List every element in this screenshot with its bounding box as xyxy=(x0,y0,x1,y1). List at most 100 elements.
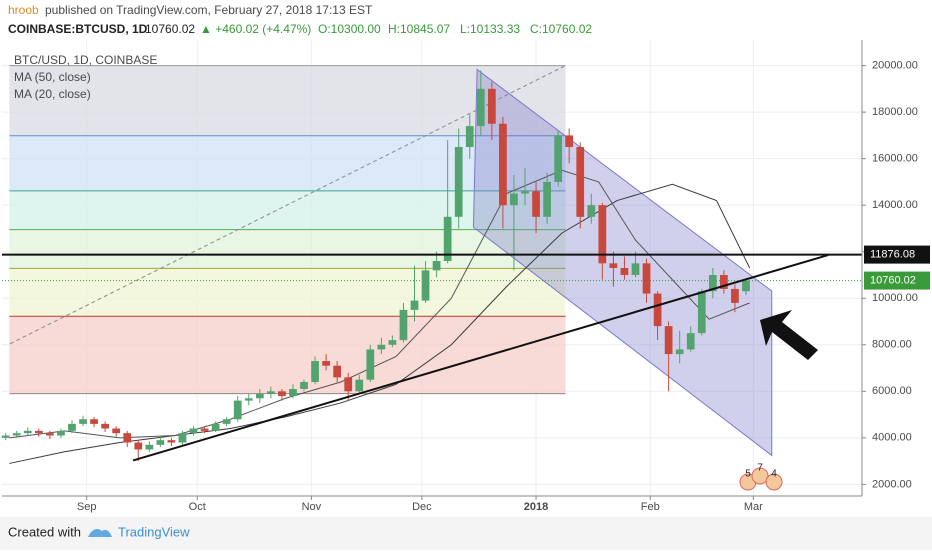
candle-body xyxy=(101,423,109,429)
candle-body xyxy=(410,300,419,310)
fib-zone xyxy=(9,65,566,136)
candle-body xyxy=(532,191,540,217)
candle-body xyxy=(134,442,143,450)
candle-body xyxy=(112,428,121,434)
candle-body xyxy=(731,288,739,303)
candle-body xyxy=(366,349,375,380)
low: L:10133.33 xyxy=(460,22,520,36)
logo xyxy=(88,529,112,537)
footer-brand[interactable]: TradingView xyxy=(118,524,190,539)
legend-title: BTC/USD, 1D, COINBASE xyxy=(14,53,157,67)
candle-body xyxy=(189,428,198,434)
candle-body xyxy=(476,88,485,127)
candle-body xyxy=(289,388,297,396)
candle-body xyxy=(675,349,684,355)
y-tick-label: 14000.00 xyxy=(872,199,918,211)
ma-line xyxy=(9,169,750,439)
candle-body xyxy=(388,340,397,345)
candle-body xyxy=(653,293,662,327)
x-tick-label: Dec xyxy=(412,501,432,513)
x-tick-label: Sep xyxy=(77,501,97,513)
author[interactable]: hroob xyxy=(8,3,39,17)
candle-body xyxy=(443,216,452,262)
fib-zone xyxy=(9,268,566,317)
candle-body xyxy=(576,147,585,217)
candle-body xyxy=(432,261,441,271)
candle-body xyxy=(598,205,607,264)
candle-body xyxy=(311,361,319,382)
candle-body xyxy=(521,191,529,194)
legend-entry: MA (50, close) xyxy=(14,70,91,84)
candle-body xyxy=(167,440,176,443)
candle-body xyxy=(664,326,673,355)
x-tick-label: Mar xyxy=(744,501,763,513)
y-tick-label: 4000.00 xyxy=(872,432,912,444)
event-badge-label: 7 xyxy=(757,463,763,474)
channel xyxy=(472,68,773,457)
candle-body xyxy=(178,433,187,443)
arrow xyxy=(760,310,818,360)
y-tick-label: 10000.00 xyxy=(872,292,918,304)
candle-body xyxy=(708,274,717,292)
candle-body xyxy=(642,263,651,294)
candle-body xyxy=(686,333,695,350)
open: O:10300.00 xyxy=(318,22,381,36)
candle-body xyxy=(499,123,507,206)
candle-body xyxy=(742,280,750,292)
candle-body xyxy=(344,377,353,392)
candle-body xyxy=(543,181,551,217)
fib-zone xyxy=(9,229,566,269)
candle-body xyxy=(57,430,65,436)
close: C:10760.02 xyxy=(530,22,592,36)
candle-body xyxy=(255,393,264,399)
dashed-line xyxy=(9,65,566,345)
candle-body xyxy=(12,433,21,436)
high: H:10845.07 xyxy=(388,22,450,36)
candle-body xyxy=(609,263,618,268)
candle-body xyxy=(399,309,408,341)
price-tag-label: 10760.02 xyxy=(870,274,916,286)
candle-body xyxy=(145,444,154,450)
candle-body xyxy=(266,391,275,394)
fib-zone xyxy=(9,316,566,394)
fib-zone xyxy=(9,190,566,230)
symbol: COINBASE:BTCUSD, 1D xyxy=(8,22,148,36)
y-tick-label: 20000.00 xyxy=(872,59,918,71)
change: ▲ +460.02 (+4.47%) xyxy=(200,22,311,36)
candle-body xyxy=(333,365,342,378)
x-tick-label: 2018 xyxy=(524,501,548,513)
x-tick-label: Feb xyxy=(641,501,660,513)
plot: 574 xyxy=(1,40,862,496)
legend-entry: MA (20, close) xyxy=(14,87,91,101)
candle-body xyxy=(1,435,10,438)
candle-body xyxy=(278,391,286,396)
candle-body xyxy=(79,419,87,424)
footer-created: Created with xyxy=(8,524,81,539)
candle-body xyxy=(90,419,98,424)
y-tick-label: 16000.00 xyxy=(872,153,918,165)
price-tag-label: 11876.08 xyxy=(870,249,915,261)
event-badge-label: 5 xyxy=(745,469,751,480)
candle-body xyxy=(377,344,386,350)
candle-body xyxy=(222,419,231,424)
candle-body xyxy=(454,147,463,217)
y-tick-label: 8000.00 xyxy=(872,339,912,351)
candle-body xyxy=(211,423,220,431)
candle-body xyxy=(487,88,496,124)
candle-body xyxy=(720,274,728,289)
x-tick-label: Nov xyxy=(302,501,322,513)
candle-body xyxy=(421,270,430,301)
published: published on TradingView.com, February 2… xyxy=(45,3,373,17)
candle-body xyxy=(554,135,563,182)
candle-body xyxy=(300,382,308,389)
trendline xyxy=(132,254,829,462)
candle-body xyxy=(620,268,629,275)
y-tick-label: 6000.00 xyxy=(872,385,912,397)
candle-body xyxy=(34,430,43,434)
candle-body xyxy=(244,398,253,401)
candle-body xyxy=(46,433,54,436)
candle-body xyxy=(355,379,364,392)
candle-body xyxy=(587,205,596,217)
